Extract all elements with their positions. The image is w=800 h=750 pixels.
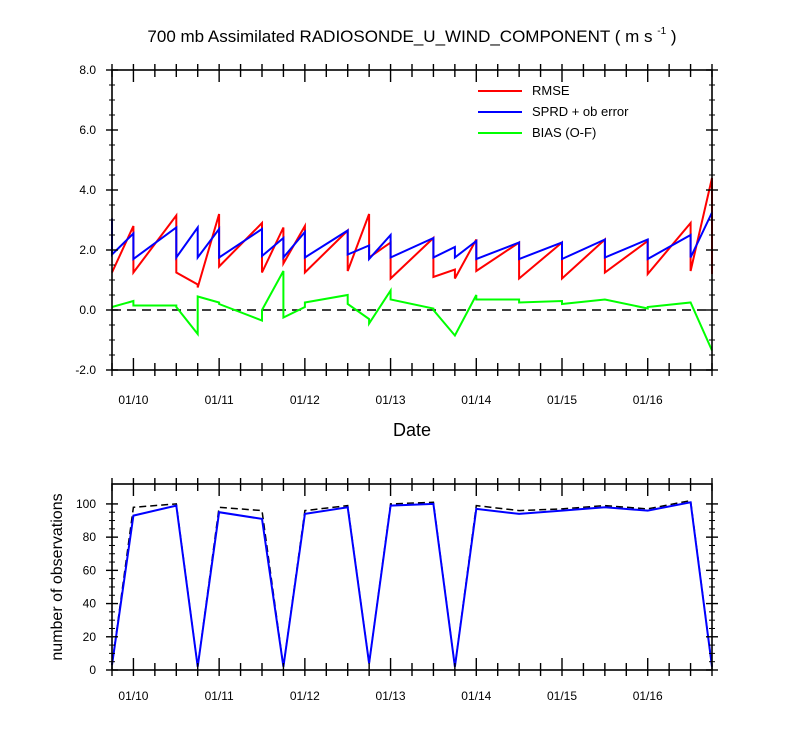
top-xtick-label: 01/11 bbox=[205, 393, 234, 407]
bottom-xtick-label: 01/13 bbox=[376, 689, 406, 703]
bottom-series-assimilated bbox=[111, 501, 713, 667]
bottom-ytick-label: 0 bbox=[89, 663, 96, 677]
top-xtick-label: 01/12 bbox=[290, 393, 320, 407]
bottom-xtick-label: 01/12 bbox=[290, 689, 320, 703]
top-ytick-label: 0.0 bbox=[79, 303, 96, 317]
top-series-sprd-ob-error bbox=[111, 212, 713, 262]
top-ytick-label: -2.0 bbox=[75, 363, 96, 377]
bottom-xtick-label: 01/11 bbox=[205, 689, 234, 703]
bottom-ytick-label: 80 bbox=[83, 530, 97, 544]
bottom-ytick-label: 60 bbox=[83, 563, 97, 577]
bottom-xtick-label: 01/16 bbox=[633, 689, 663, 703]
legend-label: BIAS (O-F) bbox=[532, 125, 596, 140]
top-xtick-label: 01/16 bbox=[633, 393, 663, 407]
y-axis-label: number of observations bbox=[49, 493, 66, 660]
chart-title: 700 mb Assimilated RADIOSONDE_U_WIND_COM… bbox=[147, 19, 676, 46]
top-xtick-label: 01/13 bbox=[376, 393, 406, 407]
x-axis-label: Date bbox=[393, 420, 431, 440]
bottom-xtick-label: 01/10 bbox=[118, 689, 148, 703]
bottom-ytick-label: 100 bbox=[76, 497, 96, 511]
bottom-xtick-label: 01/14 bbox=[461, 689, 491, 703]
bottom-xtick-label: 01/15 bbox=[547, 689, 577, 703]
top-xtick-label: 01/14 bbox=[461, 393, 491, 407]
legend-label: RMSE bbox=[532, 83, 570, 98]
top-xtick-label: 01/10 bbox=[118, 393, 148, 407]
top-xtick-label: 01/15 bbox=[547, 393, 577, 407]
bottom-plot: 0 20 40 60 80 100 01/10 01/11 01/12 01/13 01/14 01/… bbox=[76, 478, 718, 703]
top-plot: -2.0 0.0 2.0 4.0 6.0 8.0 01/10 01/11 01/12 01/13 0… bbox=[75, 63, 718, 407]
top-ytick-label: 4.0 bbox=[79, 183, 96, 197]
top-ytick-label: 2.0 bbox=[79, 243, 96, 257]
bottom-ytick-label: 40 bbox=[83, 597, 97, 611]
legend-label: SPRD + ob error bbox=[532, 104, 629, 119]
bottom-ytick-label: 20 bbox=[83, 630, 97, 644]
top-series-rmse bbox=[111, 177, 713, 288]
top-ytick-label: 8.0 bbox=[79, 63, 96, 77]
top-series-bias-o-f bbox=[111, 270, 713, 351]
top-ytick-label: 6.0 bbox=[79, 123, 96, 137]
